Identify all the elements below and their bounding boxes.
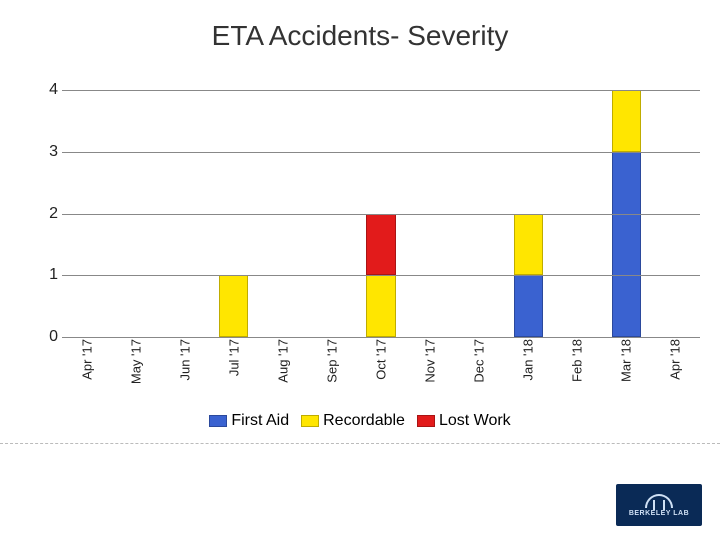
berkeley-lab-logo: BERKELEY LAB [616,484,702,526]
x-tick-label: Feb '18 [553,337,602,395]
legend-label: First Aid [231,412,289,430]
gridline [62,214,700,215]
y-tick-label: 3 [40,143,58,161]
x-tick-label: Mar '18 [602,337,651,395]
legend-swatch [209,415,227,427]
legend-item: Recordable [301,412,405,430]
logo-dome-icon [645,494,673,508]
bar-segment [612,152,641,337]
bar-segment [514,275,543,337]
x-tick-label: Apr '18 [651,337,700,395]
bar-segment [366,275,395,337]
x-tick-label: Apr '17 [62,337,111,395]
legend-item: First Aid [209,412,289,430]
bar-stack [219,275,248,337]
chart-title: ETA Accidents- Severity [0,0,720,64]
bar-segment [366,214,395,276]
logo-text: BERKELEY LAB [629,510,689,517]
plot-area: 01234 [62,90,700,337]
bar-segment [514,214,543,276]
legend: First Aid Recordable Lost Work [0,412,720,432]
legend-item: Lost Work [417,412,511,430]
divider [0,443,720,444]
chart-area: 01234 Apr '17May '17Jun '17Jul '17Aug '1… [40,90,700,395]
legend-swatch [417,415,435,427]
x-tick-label: Jan '18 [504,337,553,395]
x-tick-label: Aug '17 [258,337,307,395]
y-tick-label: 1 [40,266,58,284]
gridline [62,275,700,276]
x-tick-label: Dec '17 [455,337,504,395]
bar-segment [219,275,248,337]
y-tick-label: 2 [40,205,58,223]
x-tick-label: Jun '17 [160,337,209,395]
gridline [62,152,700,153]
x-tick-label: Sep '17 [307,337,356,395]
legend-label: Lost Work [439,412,511,430]
x-axis-labels: Apr '17May '17Jun '17Jul '17Aug '17Sep '… [62,337,700,395]
legend-label: Recordable [323,412,405,430]
x-tick-label: Nov '17 [406,337,455,395]
x-tick-label: Jul '17 [209,337,258,395]
legend-swatch [301,415,319,427]
x-tick-label: May '17 [111,337,160,395]
y-tick-label: 0 [40,328,58,346]
x-tick-label: Oct '17 [356,337,405,395]
y-tick-label: 4 [40,81,58,99]
bar-segment [612,90,641,152]
gridline [62,90,700,91]
